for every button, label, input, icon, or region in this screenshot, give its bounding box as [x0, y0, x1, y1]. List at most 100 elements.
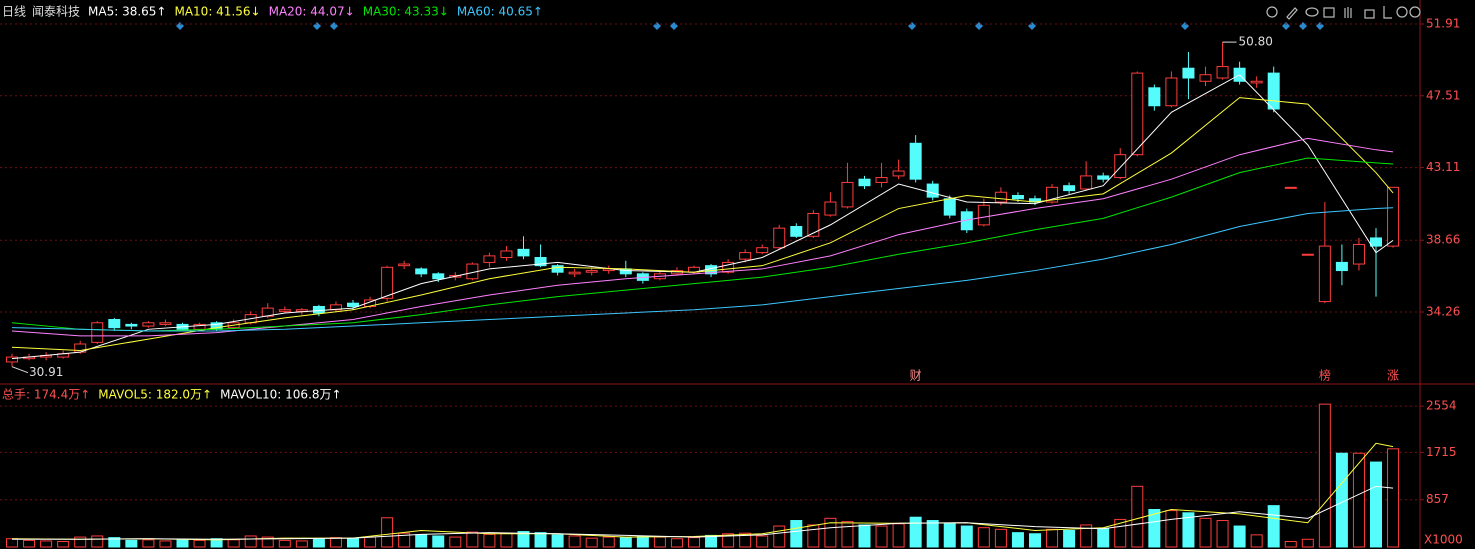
candle-body: [1097, 175, 1110, 180]
candle-body: [943, 198, 956, 216]
volume-bar: [329, 537, 342, 548]
candle-body: [807, 212, 820, 237]
axis-icon[interactable]: [1383, 6, 1392, 19]
zoom-out-icon[interactable]: [1409, 6, 1421, 18]
candle-body: [585, 270, 598, 273]
volume-bar: [1029, 533, 1041, 548]
volume-bar: [602, 536, 615, 548]
volume-bar: [415, 534, 428, 548]
event-label: 财: [910, 369, 922, 383]
volume-bar: [108, 537, 121, 548]
volume-bar: [1114, 518, 1127, 548]
volume-bar: [960, 525, 973, 548]
volume-bar: [1233, 525, 1246, 548]
volume-bar: [773, 525, 786, 548]
volume-bar: [977, 527, 990, 548]
volume-bar: [1148, 508, 1161, 548]
ma-line: [11, 207, 1394, 332]
legend-entry: MA60: 40.65↑: [457, 5, 543, 19]
candle-body: [977, 204, 990, 226]
volume-bar: [500, 532, 513, 548]
legend-entry: MA20: 44.07↓: [269, 5, 355, 19]
volume-bar: [1182, 512, 1195, 548]
event-marker[interactable]: [176, 22, 184, 30]
candle-body: [534, 257, 547, 267]
volume-bar: [1063, 529, 1076, 548]
volume-bar: [176, 538, 189, 548]
candle-body: [159, 322, 172, 325]
ma-line: [11, 74, 1394, 360]
stock-name: 闻泰科技: [32, 5, 80, 19]
candle-body: [722, 261, 735, 273]
candle-body: [125, 323, 138, 327]
volume-bar: [1267, 505, 1280, 548]
volume-bar: [943, 523, 956, 548]
legend-entry: MA5: 38.65↑: [88, 5, 166, 19]
ma-line: [11, 157, 1394, 332]
lock-icon[interactable]: [1364, 9, 1375, 19]
candle-body: [1284, 186, 1297, 189]
candle-body: [1216, 66, 1229, 79]
candle-body: [1352, 243, 1365, 265]
save-icon[interactable]: [1323, 7, 1335, 18]
event-marker[interactable]: [1282, 22, 1290, 30]
annotation-label: 30.91: [29, 365, 63, 379]
volume-bar: [244, 535, 257, 548]
volume-bar: [636, 536, 649, 548]
volume-bar: [841, 521, 854, 548]
candle-body: [432, 273, 445, 280]
volume-bar: [57, 540, 70, 548]
event-marker[interactable]: [1316, 22, 1324, 30]
eye-icon[interactable]: [1305, 7, 1319, 17]
hand-icon[interactable]: [1344, 7, 1352, 18]
volume-bar: [347, 537, 359, 548]
candle-body: [1335, 261, 1348, 272]
candle-body: [1301, 253, 1314, 256]
volume-bar: [1080, 524, 1093, 548]
volume-bar: [381, 517, 394, 548]
event-marker[interactable]: [1181, 22, 1189, 30]
candle-body: [892, 170, 905, 177]
volume-bar: [91, 535, 104, 548]
candle-body: [278, 309, 291, 312]
candle-body: [142, 322, 155, 327]
volume-bar: [466, 531, 479, 548]
volume-bar: [909, 516, 922, 548]
volume-bar: [722, 533, 735, 548]
candle-body: [568, 271, 581, 275]
volume-bar: [1301, 538, 1314, 548]
candle-body: [1046, 186, 1059, 203]
candle-body: [551, 265, 564, 273]
volume-bar: [926, 520, 939, 548]
volume-title: 总手: 174.4万↑: [2, 388, 90, 402]
y-tick-label: 51.91: [1426, 16, 1460, 30]
volume-bar: [1097, 527, 1110, 548]
volume-bar: [142, 539, 155, 548]
volume-bar: [1046, 528, 1059, 548]
volume-bar: [619, 537, 632, 548]
volume-bar: [40, 540, 53, 548]
volume-bar: [1131, 485, 1144, 548]
y-tick-label: 1715: [1426, 445, 1457, 459]
volume-bar: [432, 535, 445, 548]
volume-bar: [892, 523, 905, 548]
volume-bar: [483, 533, 496, 548]
zoom-in-icon[interactable]: [1396, 6, 1408, 18]
annotation-pointer: [11, 366, 29, 374]
volume-bar: [23, 539, 36, 548]
candle-body: [773, 227, 786, 249]
candle-body: [483, 255, 496, 263]
candle-body: [909, 142, 922, 180]
draw-icon[interactable]: [1286, 7, 1298, 20]
ma-line: [12, 485, 1394, 540]
candle-body: [398, 263, 411, 267]
volume-bar: [551, 534, 564, 548]
settings-icon[interactable]: [1266, 6, 1278, 18]
volume-bar: [6, 538, 18, 548]
volume-bar: [756, 535, 769, 548]
candle-body: [415, 268, 428, 275]
volume-bar: [449, 536, 462, 548]
volume-bar: [517, 531, 530, 548]
